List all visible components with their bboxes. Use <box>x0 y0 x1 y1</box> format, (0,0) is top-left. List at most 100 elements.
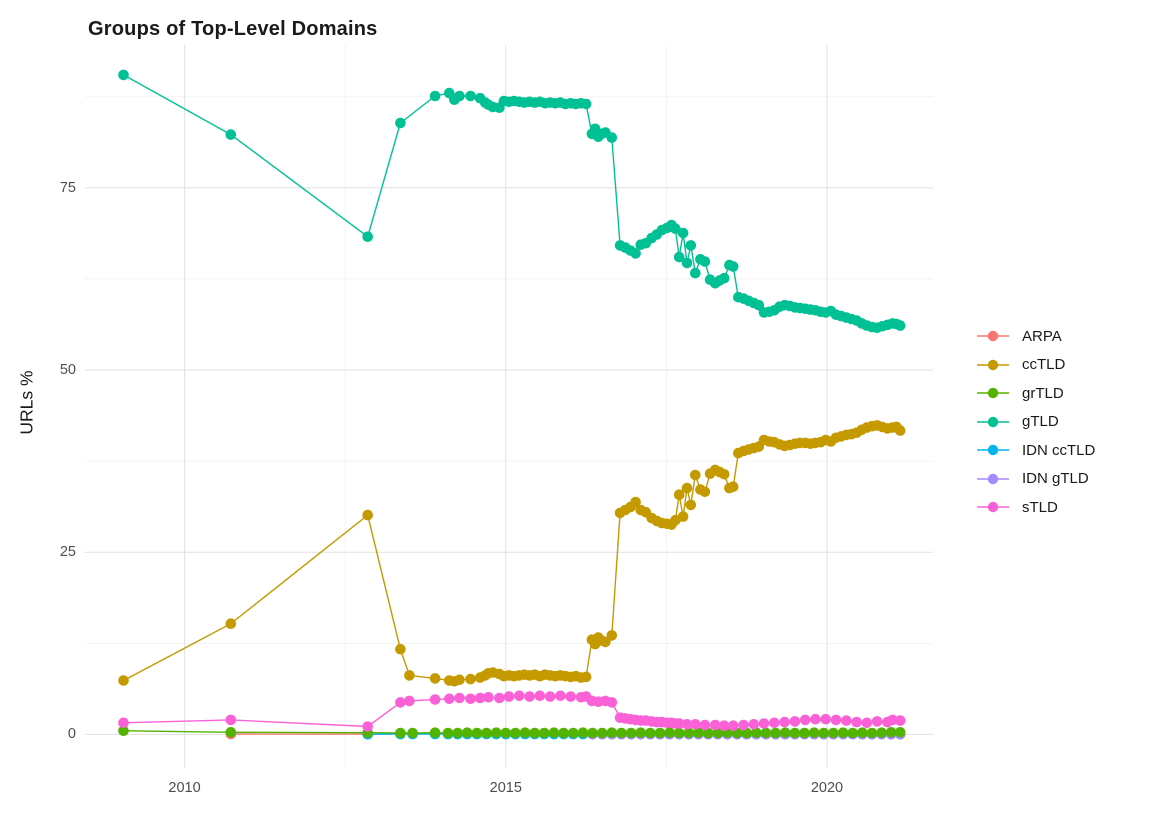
data-point <box>524 691 535 702</box>
x-tick-label: 2020 <box>810 780 844 796</box>
data-point <box>454 674 465 686</box>
data-point <box>625 727 637 739</box>
data-point <box>635 727 646 738</box>
data-point <box>395 643 406 655</box>
data-point <box>847 727 858 739</box>
data-point <box>225 129 237 140</box>
data-point <box>718 469 730 480</box>
data-point <box>685 240 697 251</box>
data-point <box>630 496 641 508</box>
data-point <box>818 727 830 739</box>
data-point <box>861 717 873 729</box>
legend: ARPA ccTLD grTLD gTLD IDN ccTLD IDN gTLD sTLD <box>976 322 1095 522</box>
data-point <box>741 727 752 739</box>
legend-label: IDN ccTLD <box>1022 441 1096 459</box>
legend-item-cctld: ccTLD <box>976 351 1095 380</box>
data-point <box>664 727 675 738</box>
data-point <box>727 261 739 272</box>
data-point <box>748 719 760 730</box>
data-point <box>503 691 515 702</box>
data-point <box>490 727 502 738</box>
data-point <box>494 692 505 704</box>
data-point <box>596 727 608 739</box>
series-cctld <box>118 420 906 687</box>
legend-label: IDN gTLD <box>1022 470 1089 488</box>
data-point <box>465 693 476 705</box>
data-point <box>461 727 473 738</box>
data-point <box>769 717 780 729</box>
data-point <box>673 727 685 739</box>
data-point <box>690 267 701 279</box>
data-point <box>789 716 801 727</box>
data-point <box>580 98 592 110</box>
data-point <box>837 727 849 738</box>
legend-item-idn-cctld: IDN ccTLD <box>976 436 1095 465</box>
data-point <box>645 727 656 739</box>
legend-key-icon <box>977 502 1009 513</box>
data-point <box>118 717 129 729</box>
data-point <box>758 718 770 729</box>
data-point <box>690 719 701 730</box>
data-point <box>404 695 415 707</box>
data-point <box>404 670 415 681</box>
data-point <box>789 727 801 739</box>
data-point <box>727 720 739 731</box>
data-point <box>681 719 693 730</box>
data-point <box>452 727 463 739</box>
data-point <box>606 727 618 738</box>
data-point <box>685 499 697 511</box>
data-point <box>606 697 618 708</box>
data-point <box>567 727 579 739</box>
data-point <box>779 727 791 738</box>
series-grtld <box>118 725 906 739</box>
legend-key-icon <box>977 388 1009 399</box>
data-point <box>894 727 906 738</box>
data-point <box>558 727 569 739</box>
data-point <box>677 227 689 239</box>
data-point <box>760 727 772 739</box>
legend-key-icon <box>977 331 1009 342</box>
data-point <box>539 727 550 739</box>
data-point <box>429 694 441 705</box>
data-point <box>681 257 693 269</box>
data-point <box>673 489 685 501</box>
data-point <box>481 727 492 739</box>
data-point <box>600 636 611 648</box>
data-point <box>465 673 476 685</box>
data-point <box>454 692 465 704</box>
data-point <box>587 727 598 739</box>
data-point <box>830 714 842 726</box>
data-point <box>429 90 441 102</box>
data-point <box>555 690 566 702</box>
data-point <box>894 320 906 331</box>
data-point <box>799 714 811 726</box>
data-point <box>471 727 483 739</box>
data-point <box>444 693 455 705</box>
data-point <box>395 117 406 129</box>
data-point <box>857 727 868 738</box>
y-tick-label: 75 <box>59 179 76 196</box>
data-point <box>483 692 494 703</box>
data-point <box>670 223 681 234</box>
data-point <box>820 713 831 725</box>
data-point <box>799 727 810 739</box>
data-point <box>779 716 790 728</box>
legend-label: ccTLD <box>1022 356 1066 374</box>
data-point <box>712 727 724 739</box>
data-point <box>887 714 898 726</box>
data-point <box>894 715 906 726</box>
data-point <box>519 727 531 738</box>
data-point <box>683 727 695 739</box>
data-point <box>395 727 406 739</box>
data-point <box>606 132 618 143</box>
y-tick-label: 50 <box>59 362 76 379</box>
data-point <box>118 69 129 81</box>
data-point <box>709 719 721 731</box>
data-point <box>510 727 521 739</box>
data-point <box>673 251 685 263</box>
data-point <box>454 90 465 102</box>
data-point <box>225 727 237 738</box>
data-point <box>810 713 821 725</box>
data-point <box>225 618 237 629</box>
